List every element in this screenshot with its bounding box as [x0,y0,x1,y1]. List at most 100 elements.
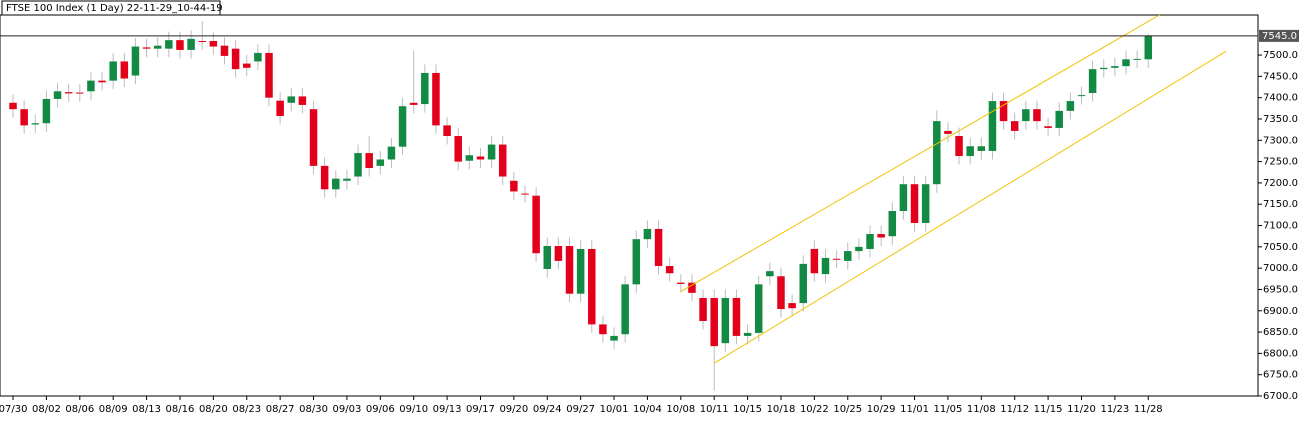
last-price-tag [1259,29,1299,42]
candle-body [343,178,351,181]
candle-body [409,102,418,105]
x-tick-label: 11/01 [900,404,929,415]
candle-body [621,284,629,335]
candle-body [1077,95,1086,97]
y-tick-label: 6700.0 [1263,391,1298,402]
x-tick-label: 10/01 [600,404,629,415]
candle-body [543,245,552,269]
y-tick-label: 7400.0 [1263,93,1298,104]
candle-body [654,228,663,267]
candle-body [76,92,84,94]
candle-body [443,125,451,137]
x-tick-label: 08/06 [65,404,94,415]
candle-body [933,121,941,185]
x-tick-label: 09/24 [533,404,562,415]
trend-line [680,14,1160,293]
candle-body [554,245,563,261]
x-tick-label: 09/17 [466,404,495,415]
x-tick-label: 08/16 [166,404,195,415]
candle-body [888,211,897,237]
candle-body [643,228,652,240]
candle-body [921,184,930,223]
candle-body [565,245,574,294]
candle-body [309,109,318,166]
candle-body [988,101,997,151]
candle-body [231,48,240,70]
candle-body [354,153,362,177]
candle-body [487,144,496,160]
x-tick-label: 10/04 [633,404,662,415]
candle-body [254,52,262,62]
candle-body [421,72,429,105]
y-tick-label: 7100.0 [1263,221,1298,232]
candle-body [465,155,474,161]
candle-body [454,136,462,162]
x-tick-label: 09/20 [499,404,528,415]
candle-body [955,136,963,157]
candle-body [777,276,785,310]
candle-body [476,156,485,160]
title-box [1,0,221,16]
plot-frame [0,14,1259,397]
candle-body [810,248,819,274]
candle-body [1144,35,1153,60]
candle-body [944,130,952,134]
x-tick-label: 08/23 [232,404,261,415]
candle-body [98,80,106,83]
candle-body [821,257,830,275]
candle-body [877,234,885,238]
x-tick-label: 09/06 [366,404,395,415]
y-tick-label: 7250.0 [1263,157,1298,168]
x-tick-label: 10/29 [867,404,896,415]
candle-body [588,248,596,325]
candle-body [710,297,718,347]
x-tick-label: 09/03 [333,404,362,415]
x-tick-label: 08/09 [99,404,128,415]
y-tick-label: 6950.0 [1263,284,1298,295]
candle-body [276,100,284,117]
candle-body [1022,109,1030,122]
x-tick-label: 08/30 [299,404,328,415]
x-tick-label: 08/13 [132,404,161,415]
x-tick-label: 09/27 [566,404,595,415]
candle-body [42,98,51,124]
x-tick-label: 10/08 [666,404,695,415]
x-tick-label: 11/20 [1067,404,1096,415]
candle-body [510,180,518,192]
candle-body [1066,101,1075,111]
candle-body [521,193,529,195]
candle-body [999,101,1008,122]
candle-body [977,146,986,151]
candle-body [142,47,151,49]
candle-body [31,123,40,125]
x-tick-label: 11/28 [1134,404,1163,415]
candle-body [498,144,507,177]
candle-body [87,80,95,92]
candle-body [376,159,385,166]
candle-body [9,102,17,110]
x-tick-label: 09/10 [399,404,428,415]
candle-body [599,324,607,335]
candle-body [53,91,62,99]
candle-body [832,258,841,260]
candle-body [1044,126,1052,128]
y-tick-label: 6900.0 [1263,306,1298,317]
last-price-label: 7545.0 [1262,31,1297,42]
y-tick-label: 6800.0 [1263,348,1298,359]
candle-body [387,146,396,160]
candle-body [209,40,218,47]
candle-body [365,153,373,168]
candle-body [20,109,28,126]
candle-body [855,246,863,252]
candle-body [732,297,741,336]
y-tick-label: 7200.0 [1263,178,1298,189]
candle-body [788,303,796,309]
y-tick-label: 7350.0 [1263,114,1298,125]
candle-body [532,195,540,254]
candle-body [187,38,195,50]
y-tick-label: 6750.0 [1263,370,1298,381]
candle-body [1099,67,1108,70]
candle-body [131,46,140,76]
x-tick-label: 08/02 [32,404,61,415]
